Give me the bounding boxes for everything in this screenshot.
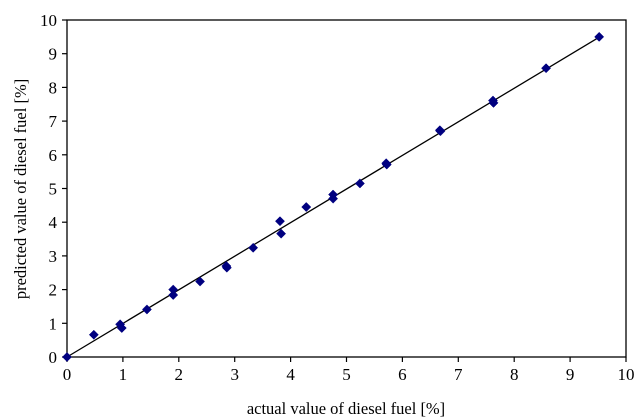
y-tick-label: 6	[49, 146, 58, 165]
data-point	[435, 126, 446, 137]
data-point	[88, 329, 99, 340]
x-tick-label: 8	[510, 365, 519, 384]
data-point	[248, 242, 259, 253]
plot-area: 0 1 2 3 4 5 6 7 8 9 10 0 1 2 3 4 5 6 7 8 9 10	[40, 11, 635, 384]
x-tick-label: 7	[454, 365, 463, 384]
data-point	[221, 262, 232, 273]
x-tick-label: 10	[618, 365, 635, 384]
y-tick-label: 5	[49, 180, 58, 199]
data-point	[354, 178, 365, 189]
data-point	[116, 323, 127, 333]
data-point	[301, 202, 312, 212]
data-point	[275, 216, 285, 227]
data-point	[328, 193, 339, 204]
y-tick-label: 4	[49, 213, 58, 232]
data-point	[195, 276, 205, 287]
data-point	[168, 290, 179, 300]
y-tick-label: 3	[49, 247, 58, 266]
data-point	[381, 159, 392, 170]
y-tick-label: 2	[49, 281, 58, 300]
y-axis-title: predicted value of diesel fuel [%]	[11, 79, 30, 299]
y-tick-label: 1	[49, 314, 58, 333]
x-tick-label: 0	[63, 365, 72, 384]
y-tick-label: 9	[49, 45, 58, 64]
y-tick-label: 8	[49, 78, 58, 97]
data-point	[141, 304, 152, 315]
x-tick-label: 9	[566, 365, 575, 384]
data-point	[541, 63, 552, 74]
x-tick-label: 3	[230, 365, 239, 384]
x-axis-title: actual value of diesel fuel [%]	[247, 399, 445, 418]
y-tick-label: 10	[40, 11, 57, 30]
x-tick-label: 1	[119, 365, 128, 384]
x-tick-label: 2	[175, 365, 184, 384]
data-point	[62, 352, 72, 362]
x-tick-label: 6	[398, 365, 407, 384]
y-tick-label: 7	[49, 112, 58, 131]
data-point	[276, 228, 287, 239]
x-tick-label: 4	[286, 365, 295, 384]
data-point	[488, 97, 499, 108]
x-tick-label: 5	[342, 365, 351, 384]
data-point	[594, 31, 605, 42]
y-tick-label: 0	[49, 348, 58, 367]
